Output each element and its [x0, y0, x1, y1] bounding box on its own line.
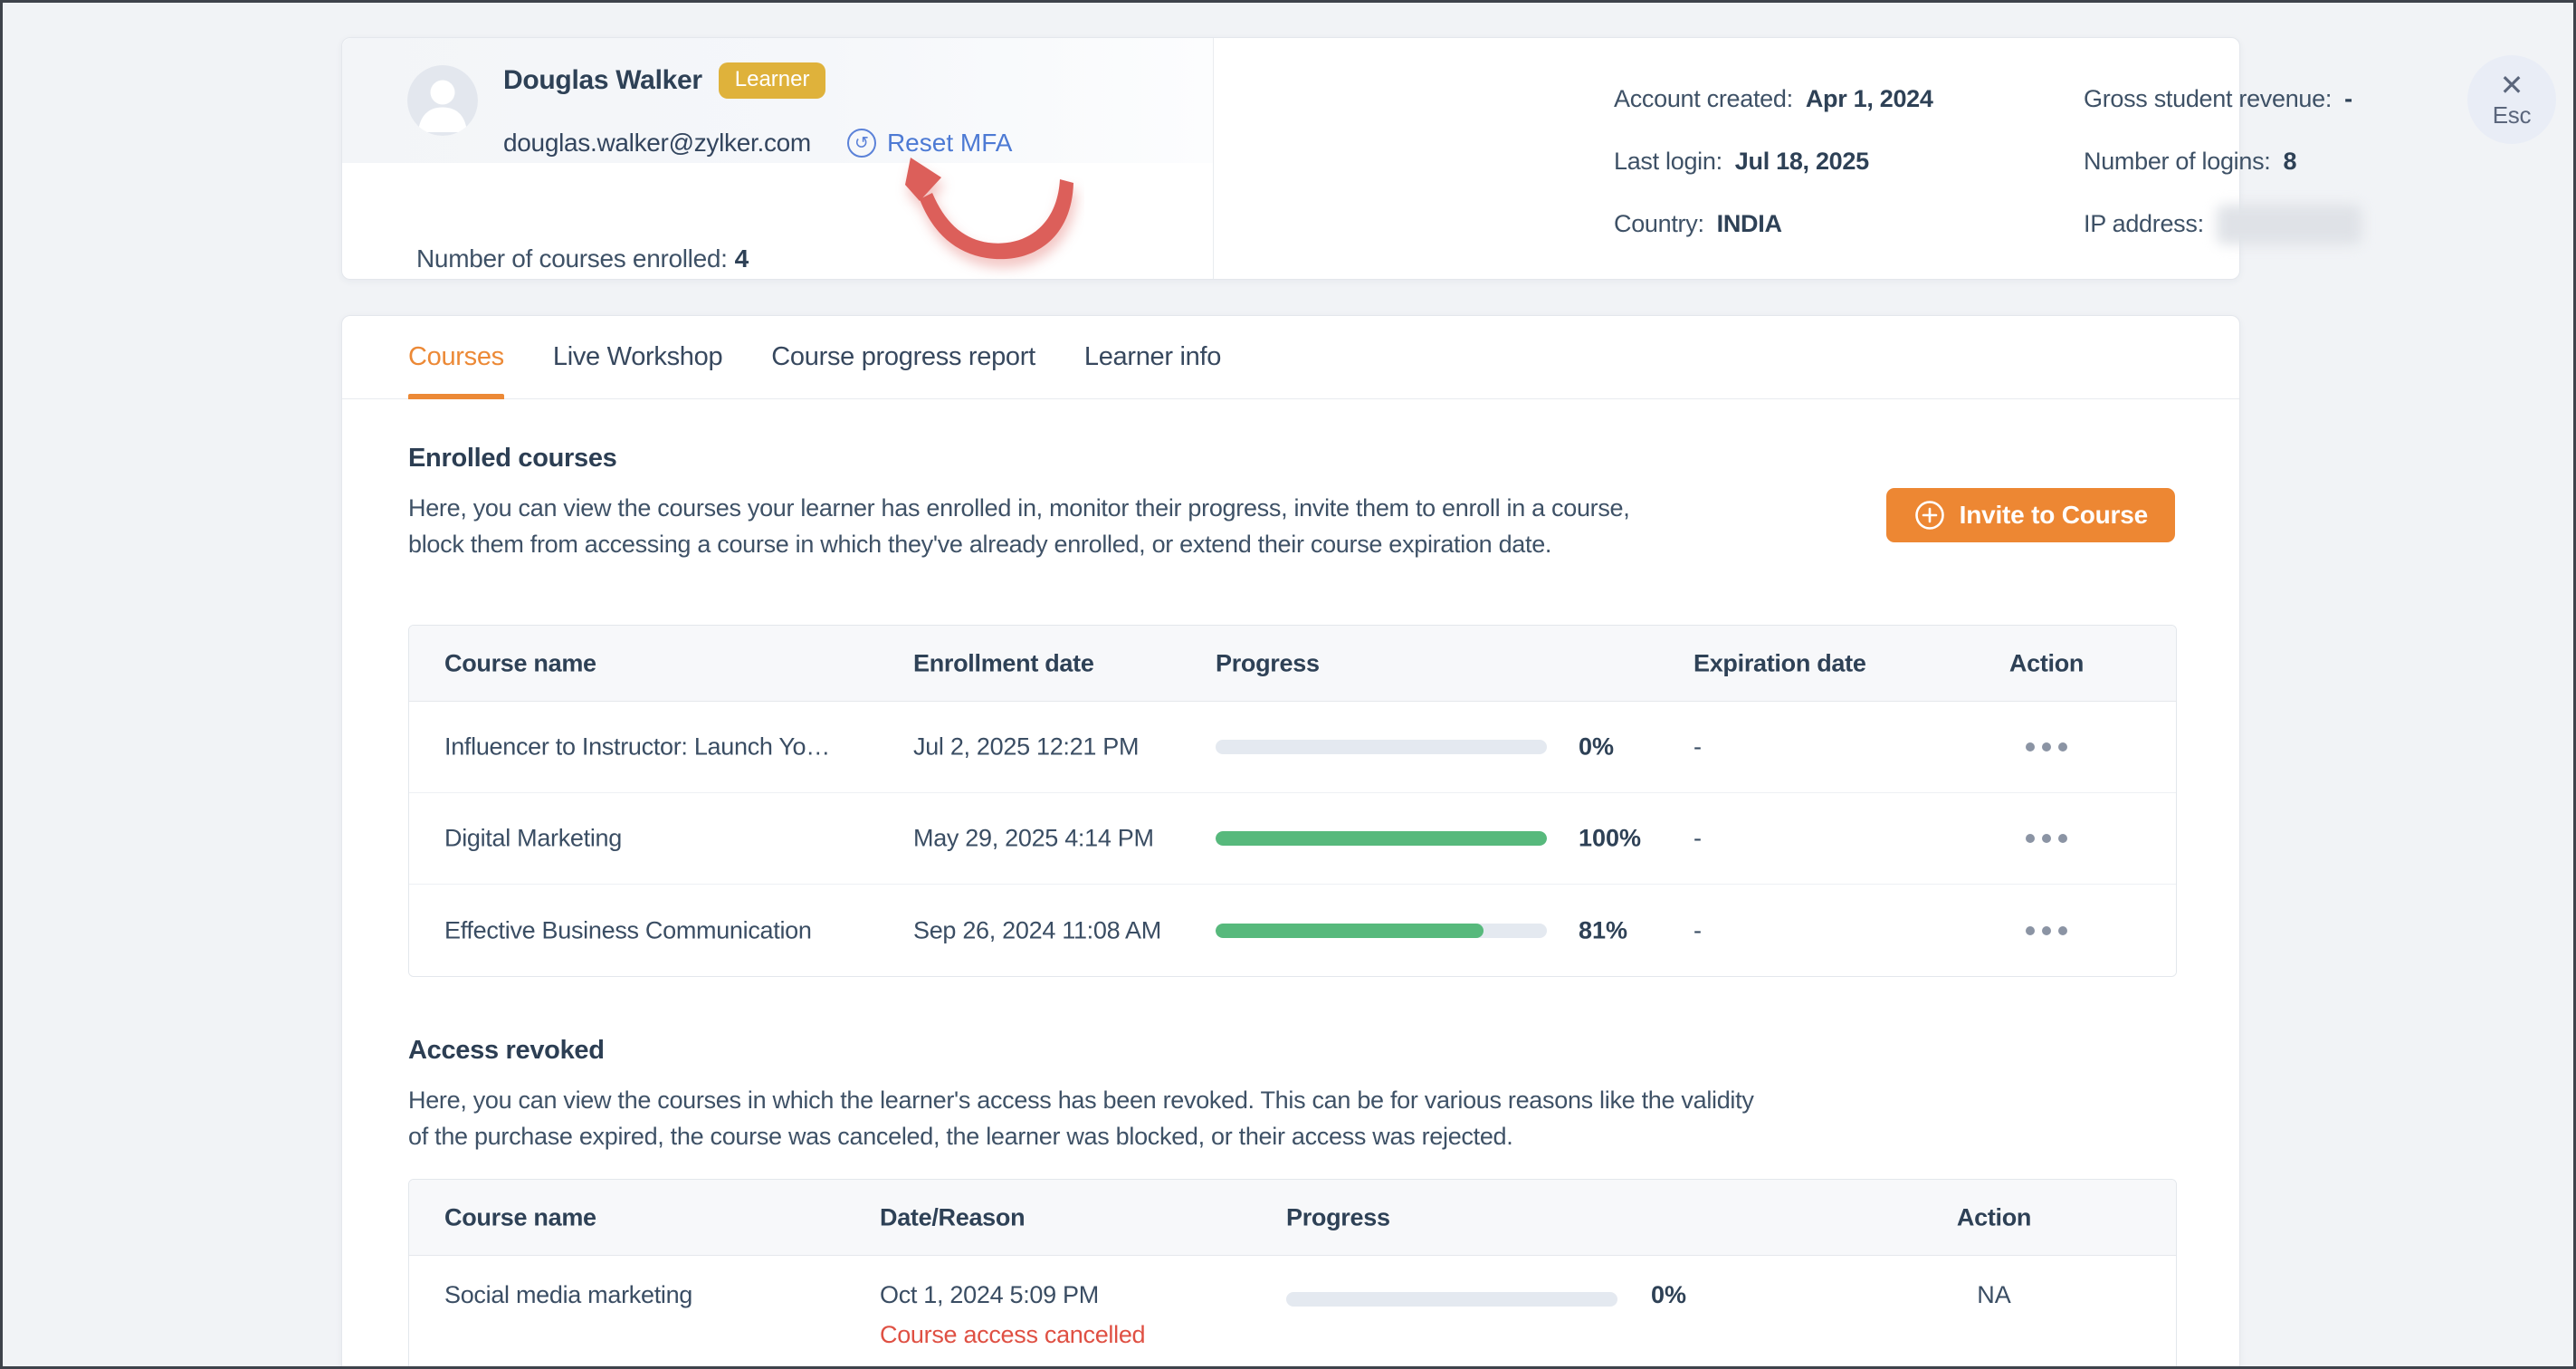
- course-name: Social media marketing: [444, 1281, 693, 1308]
- row-actions-menu[interactable]: [2017, 733, 2076, 761]
- progress-bar: [1286, 1292, 1617, 1307]
- reset-icon: ↺: [846, 129, 876, 158]
- tab-learner-info[interactable]: Learner info: [1083, 342, 1222, 371]
- action-na: NA: [1977, 1281, 2011, 1308]
- close-esc-button[interactable]: ✕ Esc: [2467, 55, 2556, 144]
- tabbar: Courses Live Workshop Course progress re…: [342, 316, 2239, 399]
- invite-to-course-button[interactable]: Invite to Course: [1885, 488, 2175, 542]
- profile-summary-card: Douglas Walker Learner douglas.walker@zy…: [341, 37, 2361, 280]
- table-header-row: Course name Date/Reason Progress Action: [409, 1180, 2176, 1256]
- tab-live-workshop[interactable]: Live Workshop: [552, 342, 723, 371]
- enrollment-date: May 29, 2025 4:14 PM: [913, 824, 1154, 852]
- table-row: Digital Marketing May 29, 2025 4:14 PM 1…: [409, 793, 2176, 885]
- table-header-row: Course name Enrollment date Progress Exp…: [409, 626, 2176, 702]
- table-row: Influencer to Instructor: Launch Yo… Jul…: [409, 702, 2176, 793]
- enrollment-date: Sep 26, 2024 11:08 AM: [913, 916, 1161, 943]
- role-badge: Learner: [718, 62, 826, 99]
- row-actions-menu[interactable]: [2017, 917, 2076, 944]
- revoke-date: Oct 1, 2024 5:09 PM: [880, 1281, 1099, 1308]
- enrollment-date: Jul 2, 2025 12:21 PM: [913, 732, 1140, 761]
- profile-header-strip: [342, 38, 1213, 163]
- ip-address-field: IP address:: [2084, 205, 2361, 244]
- access-revoked-description: Here, you can view the courses in which …: [408, 1087, 1754, 1150]
- progress-percent: 0%: [1579, 732, 1615, 761]
- account-created-field: Account created: Apr 1, 2024: [1614, 85, 1933, 112]
- table-row: Effective Business Communication Sep 26,…: [409, 885, 2176, 976]
- revoke-reason: Course access cancelled: [880, 1321, 1146, 1348]
- enrolled-courses-title: Enrolled courses: [408, 444, 617, 473]
- enrolled-courses-description: Here, you can view the courses your lear…: [408, 494, 1630, 558]
- tab-courses[interactable]: Courses: [408, 316, 504, 399]
- access-revoked-title: Access revoked: [408, 1036, 605, 1065]
- profile-pane: Douglas Walker Learner douglas.walker@zy…: [342, 38, 1214, 279]
- country-field: Country: INDIA: [1614, 210, 1782, 237]
- progress-bar: [1216, 831, 1547, 846]
- tab-course-progress-report[interactable]: Course progress report: [771, 342, 1035, 371]
- expiration-date: -: [1693, 732, 1702, 761]
- enrolled-courses-table: Course name Enrollment date Progress Exp…: [408, 625, 2177, 977]
- progress-bar: [1216, 740, 1547, 754]
- row-actions-menu[interactable]: [2017, 825, 2076, 852]
- course-name: Digital Marketing: [444, 824, 622, 852]
- course-name: Influencer to Instructor: Launch Yo…: [444, 732, 830, 761]
- annotation-arrow: [905, 158, 1073, 260]
- learner-content-card: Courses Live Workshop Course progress re…: [341, 315, 2240, 1366]
- course-name: Effective Business Communication: [444, 916, 812, 943]
- last-login-field: Last login: Jul 18, 2025: [1614, 148, 1869, 175]
- reset-mfa-link[interactable]: ↺ Reset MFA: [846, 129, 1012, 158]
- progress-percent: 0%: [1651, 1281, 1687, 1308]
- expiration-date: -: [1693, 916, 1702, 943]
- ip-redacted-blur: [2216, 205, 2361, 244]
- plus-circle-icon: [1914, 501, 1944, 530]
- close-icon: ✕: [2499, 67, 2524, 102]
- learner-email: douglas.walker@zylker.com: [503, 129, 811, 157]
- gross-revenue-field: Gross student revenue: -: [2084, 85, 2352, 112]
- access-revoked-table: Course name Date/Reason Progress Action …: [408, 1179, 2177, 1366]
- courses-enrolled-count: Number of courses enrolled: 4: [416, 244, 749, 273]
- avatar: [407, 65, 478, 136]
- progress-percent: 100%: [1579, 824, 1642, 852]
- progress-percent: 81%: [1579, 916, 1628, 943]
- learner-name: Douglas Walker: [503, 65, 702, 95]
- progress-bar: [1216, 923, 1547, 938]
- expiration-date: -: [1693, 824, 1702, 852]
- logins-count-field: Number of logins: 8: [2084, 148, 2297, 175]
- account-details-pane: Account created: Apr 1, 2024 Last login: J…: [1215, 38, 2361, 279]
- table-row: Social media marketing Oct 1, 2024 5:09 …: [409, 1256, 2176, 1366]
